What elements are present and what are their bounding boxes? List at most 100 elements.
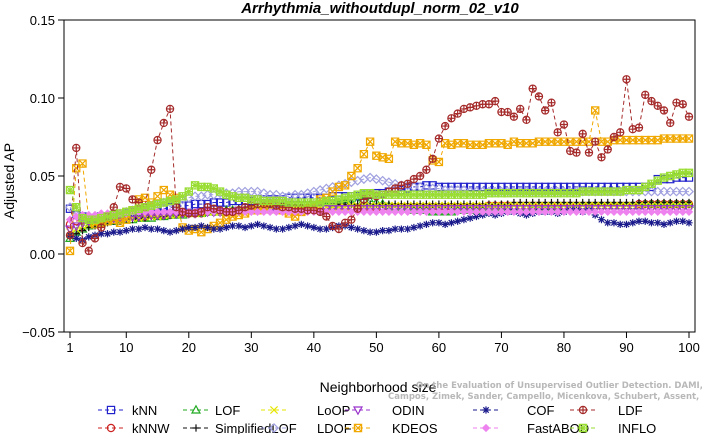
data-point-fastabod	[559, 207, 569, 217]
data-point-cof	[416, 222, 424, 230]
legend-label-ldof: LDOF	[317, 421, 352, 434]
data-point-inflo	[153, 199, 162, 209]
credit-line-2: On the Evaluation of Unsupervised Outlie…	[416, 381, 702, 391]
data-point-odin	[396, 205, 407, 215]
data-point-fastabod	[428, 207, 437, 217]
data-point-cof	[103, 230, 112, 238]
data-point-cof	[203, 223, 212, 232]
data-point-fastabod	[459, 207, 469, 217]
x-tick-label: 100	[678, 340, 700, 355]
data-point-cof	[404, 225, 412, 233]
data-point-inflo	[134, 204, 143, 213]
data-point-ldf	[109, 203, 118, 212]
data-point-ldf	[428, 154, 437, 164]
x-tick-label: 70	[494, 340, 508, 355]
data-point-odin	[358, 205, 369, 215]
data-point-kdeos	[365, 137, 375, 146]
data-point-ldf	[434, 134, 444, 143]
data-point-ldof	[684, 186, 694, 197]
data-point-fastabod	[253, 207, 262, 217]
data-point-fastabod	[372, 207, 381, 217]
data-point-fastabod	[622, 207, 631, 217]
data-point-fastabod	[672, 207, 681, 217]
data-point-fastabod	[340, 207, 350, 217]
data-point-fastabod	[403, 207, 412, 217]
plot-frame	[63, 19, 696, 333]
data-point-cof	[253, 220, 262, 228]
legend-item-fastabod: FastABOD	[473, 421, 589, 434]
y-tick-label: 0.15	[30, 13, 55, 28]
data-point-inflo	[159, 198, 168, 207]
data-point-fastabod	[415, 207, 425, 217]
data-point-cof	[85, 233, 93, 241]
data-point-ldf	[447, 114, 456, 123]
data-point-cof	[172, 227, 180, 235]
data-point-fastabod	[522, 207, 531, 217]
x-tick-label: 1	[66, 340, 73, 355]
data-point-cof	[466, 214, 474, 222]
data-point-fastabod	[566, 207, 575, 217]
data-point-fastabod	[578, 207, 587, 217]
legend-item-kdeos: KDEOS	[345, 421, 438, 434]
data-point-kdeos	[591, 106, 600, 115]
data-point-fastabod	[541, 207, 550, 217]
data-point-odin	[683, 205, 695, 215]
data-point-fastabod	[603, 207, 612, 217]
data-point-cof	[610, 219, 618, 227]
data-point-odin	[671, 205, 682, 215]
legend-item-inflo: INFLO	[570, 421, 656, 434]
data-point-odin	[590, 205, 601, 215]
data-point-fastabod	[272, 207, 281, 217]
data-point-fastabod	[634, 207, 644, 217]
data-point-cof	[222, 223, 230, 232]
data-point-cof	[110, 228, 118, 236]
data-point-inflo	[103, 212, 112, 221]
data-point-cof	[629, 219, 637, 227]
data-point-inflo	[90, 215, 100, 224]
data-point-ldf	[641, 90, 650, 100]
data-point-ldf	[90, 234, 100, 243]
data-point-ldf	[591, 137, 600, 146]
data-point-ldof	[383, 177, 394, 188]
data-point-ldf	[197, 207, 206, 217]
data-point-fastabod	[440, 207, 450, 217]
axes: 1 10 20 30 40 50 60 70 80 90 100 −0.05 0.00 0.05 0.10 0…	[22, 13, 700, 355]
data-point-cof	[310, 223, 318, 232]
data-point-ldf	[559, 120, 569, 129]
data-point-ldf	[403, 179, 412, 188]
data-point-odin	[421, 205, 432, 215]
data-point-fastabod	[628, 207, 637, 217]
data-point-ldf	[578, 129, 587, 139]
series-line-cof	[69, 209, 690, 241]
series-layer	[64, 75, 695, 256]
data-point-ldf	[453, 109, 462, 118]
data-point-ldf	[422, 165, 431, 174]
data-point-odin	[658, 205, 670, 215]
data-point-fastabod	[616, 207, 625, 217]
data-point-ldf	[347, 215, 356, 224]
data-point-ldf	[147, 165, 156, 174]
data-point-fastabod	[265, 207, 275, 217]
credit-text: On the Evaluation of Unsupervised Outlie…	[388, 381, 702, 403]
data-point-odin	[440, 205, 451, 215]
data-point-ldf	[553, 128, 562, 137]
data-point-odin	[596, 205, 607, 215]
data-point-cof	[385, 227, 393, 235]
data-point-kdeos	[347, 171, 356, 181]
data-point-kdeos	[340, 181, 350, 190]
legend-label-simplifiedlof: SimplifiedLOF	[215, 421, 297, 434]
data-point-fastabod	[572, 207, 581, 217]
data-point-ldf	[603, 145, 612, 154]
data-point-inflo	[109, 210, 118, 220]
x-tick-label: 50	[369, 340, 383, 355]
data-point-ldf	[540, 106, 550, 115]
data-point-kdeos	[684, 134, 694, 143]
data-point-fastabod	[647, 207, 656, 217]
legend: kNN kNNW LOF SimplifiedLOF LoOP LDOF ODIN KDEOS…	[98, 403, 656, 434]
data-point-odin	[333, 205, 344, 215]
data-point-odin	[483, 205, 494, 215]
data-point-inflo	[122, 207, 131, 217]
legend-item-ldf: LDF	[570, 403, 643, 418]
data-point-fastabod	[165, 207, 175, 217]
data-point-cof	[354, 225, 362, 233]
